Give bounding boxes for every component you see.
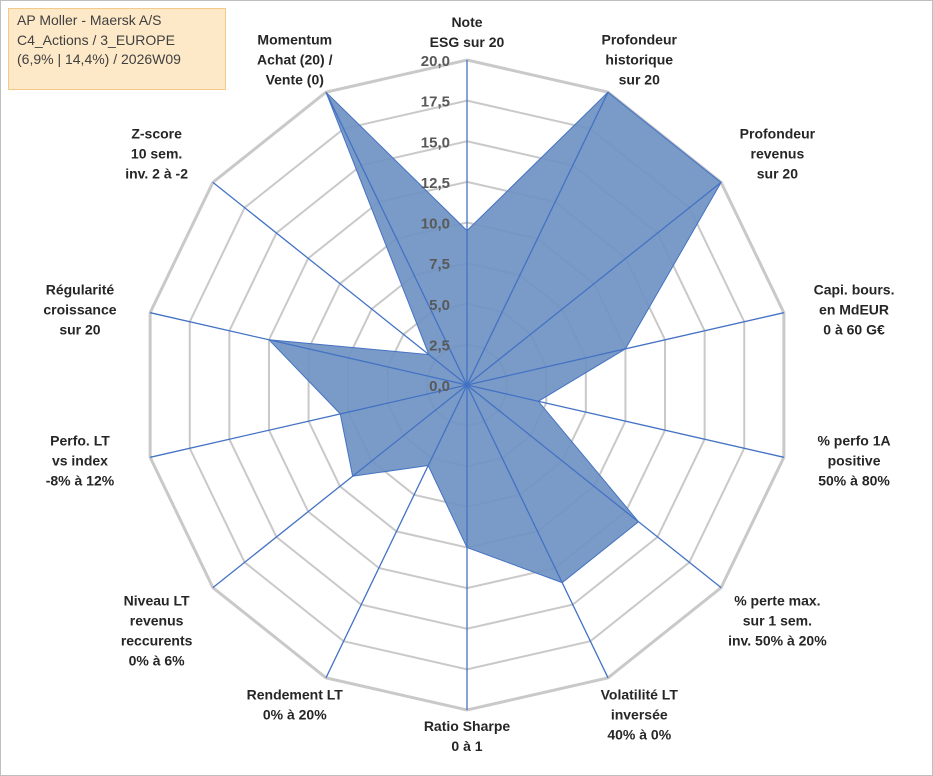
axis-label-line: Achat (20) /: [257, 52, 333, 68]
axis-label-line: Note: [451, 14, 482, 30]
axis-label: Profondeur revenus sur 20: [740, 126, 816, 182]
axis-label-line: 50% à 80%: [818, 472, 890, 488]
axis-label-line: sur 20: [619, 72, 660, 88]
series-area: [267, 91, 722, 584]
axis-label-line: Rendement LT: [247, 686, 344, 702]
axis-label-line: inversée: [611, 706, 668, 722]
tick-label: 17,5: [421, 94, 450, 111]
axis-label-line: sur 1 sem.: [743, 612, 812, 628]
axis-label-line: Capi. bours.: [814, 282, 895, 298]
axis-label-line: sur 20: [59, 322, 100, 338]
axis-label-line: Profondeur: [602, 32, 678, 48]
axis-label-layer: Note ESG sur 20 Profondeur historique sur 20…: [43, 14, 894, 754]
axis-label-line: vs index: [52, 452, 108, 468]
axis-label: Rendement LT 0% à 20%: [247, 686, 344, 722]
axis-label-line: ESG sur 20: [430, 34, 505, 50]
title-line-3: (6,9% | 14,4%) / 2026W09: [17, 51, 181, 67]
axis-label: Z-score 10 sem. inv. 2 à -2: [125, 126, 188, 182]
axis-label: Note ESG sur 20: [430, 14, 505, 50]
axis-label: Perfo. LT vs index -8% à 12%: [46, 432, 115, 488]
axis-label: % perte max. sur 1 sem. inv. 50% à 20%: [728, 592, 827, 648]
axis-label: Régularité croissance sur 20: [43, 282, 116, 338]
axis-label-line: Volatilité LT: [601, 686, 679, 702]
axis-label-line: en MdEUR: [819, 302, 889, 318]
tick-label: 15,0: [421, 134, 450, 151]
axis-label-line: % perfo 1A: [817, 432, 890, 448]
axis-spoke: [466, 384, 609, 679]
axis-label: Niveau LT revenus reccurents 0% à 6%: [121, 592, 193, 668]
axis-label-line: Régularité: [46, 282, 115, 298]
tick-label: 12,5: [421, 175, 450, 192]
axis-label: Volatilité LT inversée 40% à 0%: [601, 686, 679, 742]
axis-label-line: Momentum: [257, 32, 332, 48]
axis-spoke: [466, 91, 609, 386]
tick-label: 2,5: [429, 337, 450, 354]
axis-label-line: 40% à 0%: [607, 726, 671, 742]
axis-spoke: [466, 181, 722, 386]
axis-label-line: revenus: [751, 146, 805, 162]
tick-label: 0,0: [429, 378, 450, 395]
axis-label-line: positive: [828, 452, 881, 468]
axis-spoke: [466, 312, 784, 386]
axis-spoke: [212, 384, 468, 589]
tick-label: 10,0: [421, 216, 450, 233]
spoke-layer: [150, 60, 784, 710]
axis-label-line: croissance: [43, 302, 116, 318]
axis-label-line: 0 à 1: [451, 738, 482, 754]
tick-label: 7,5: [429, 256, 450, 273]
axis-spoke: [325, 384, 468, 679]
axis-label-line: 0% à 20%: [263, 706, 327, 722]
axis-label-line: Profondeur: [740, 126, 816, 142]
axis-label-line: Z-score: [131, 126, 182, 142]
axis-label-line: Vente (0): [266, 72, 324, 88]
axis-spoke: [325, 91, 468, 386]
axis-spoke: [150, 384, 468, 458]
title-box: AP Moller - Maersk A/S C4_Actions / 3_EU…: [8, 8, 226, 90]
axis-label-line: Niveau LT: [124, 592, 190, 608]
tick-label-layer: 0,0 2,5 5,0 7,5 10,0 12,5 15,0 17,5 20,0: [421, 53, 450, 395]
axis-label: Profondeur historique sur 20: [602, 32, 678, 88]
tick-label: 20,0: [421, 53, 450, 70]
data-area-layer: [267, 91, 722, 584]
axis-spoke: [466, 384, 722, 589]
axis-spoke: [150, 312, 468, 386]
title-line-1: AP Moller - Maersk A/S: [17, 12, 162, 28]
axis-label-line: inv. 50% à 20%: [728, 632, 827, 648]
axis-label-line: sur 20: [757, 166, 798, 182]
tick-label: 5,0: [429, 297, 450, 314]
axis-label-line: historique: [605, 52, 673, 68]
axis-label-line: 0% à 6%: [129, 652, 186, 668]
axis-label-line: Ratio Sharpe: [424, 718, 511, 734]
axis-label: % perfo 1A positive 50% à 80%: [817, 432, 890, 488]
axis-label-line: -8% à 12%: [46, 472, 115, 488]
axis-label-line: 0 à 60 G€: [823, 322, 885, 338]
axis-label-line: 10 sem.: [131, 146, 182, 162]
axis-spoke: [212, 181, 468, 386]
axis-label: Capi. bours. en MdEUR 0 à 60 G€: [814, 282, 895, 338]
axis-label-line: Perfo. LT: [50, 432, 110, 448]
axis-label-line: revenus: [130, 612, 184, 628]
title-line-2: C4_Actions / 3_EUROPE: [17, 31, 175, 48]
axis-label-line: inv. 2 à -2: [125, 166, 188, 182]
axis-label: Momentum Achat (20) / Vente (0): [257, 32, 333, 88]
axis-label-line: reccurents: [121, 632, 193, 648]
axis-spoke: [466, 384, 784, 458]
axis-label-line: % perte max.: [734, 592, 820, 608]
axis-label: Ratio Sharpe 0 à 1: [424, 718, 511, 754]
